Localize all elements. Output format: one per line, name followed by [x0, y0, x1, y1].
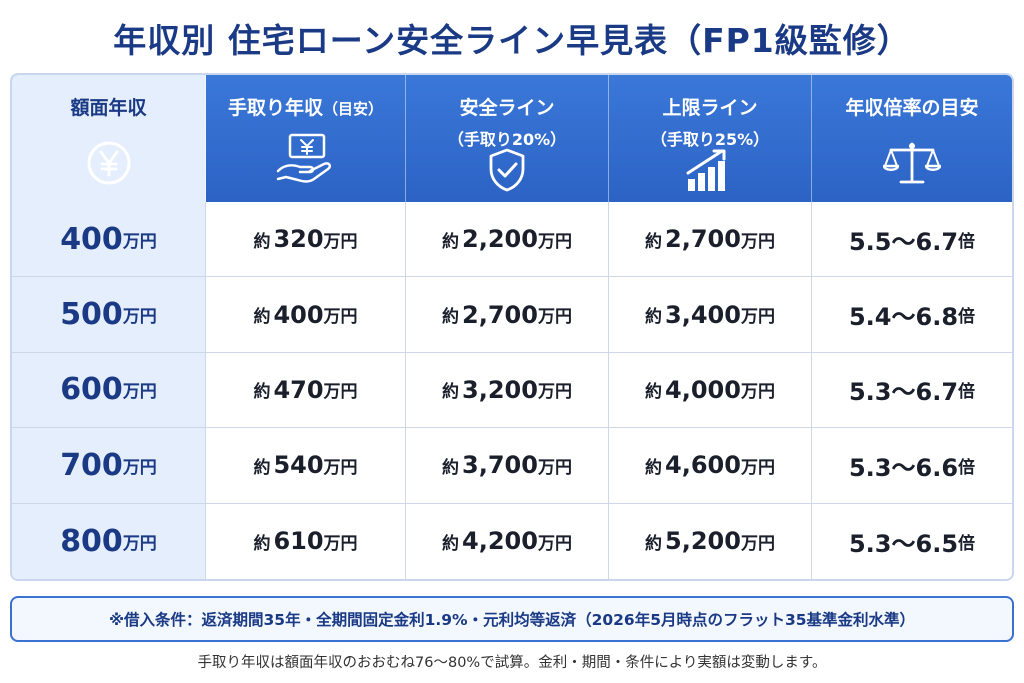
shield-check-icon	[489, 148, 525, 192]
ratio-cell: 5.3～6.6 倍	[848, 453, 976, 482]
gross-income-cell: 800 万円	[12, 503, 206, 579]
safe-line-cell: 約 3,200 万円	[406, 352, 609, 428]
gross-income-cell: 700 万円	[12, 428, 206, 503]
takehome-cell: 約 400 万円	[206, 277, 406, 352]
safe-line-cell: 約 4,200 万円	[406, 503, 609, 579]
table-row: 500 万円 約 400 万円 約 2,700 万円 約 3,400 万円 5.4～6.8 倍	[12, 277, 1012, 353]
gross-income-cell: 600 万円	[12, 352, 206, 428]
table-header: 額面年収 手取り年収（目安） 安全ライン （手取り20%） 上限ライン	[12, 75, 1012, 202]
ratio-cell: 5.4～6.8 倍	[848, 303, 976, 332]
yen-circle-icon	[87, 141, 130, 185]
header-gross-income-label: 額面年収	[70, 97, 147, 119]
upper-line-cell: 約 4,000 万円	[609, 352, 812, 428]
header-ratio: 年収倍率の目安	[812, 75, 1012, 202]
gross-income-cell: 400 万円	[12, 202, 206, 277]
page-title: 年収別 住宅ローン安全ライン早見表（FP1級監修）	[113, 21, 911, 60]
ratio-cell: 5.5～6.7 倍	[848, 227, 976, 256]
upper-line-cell: 約 2,700 万円	[609, 202, 812, 277]
loan-conditions-note: ※借入条件：返済期間35年・全期間固定金利1.9%・元利均等返済（2026年5月…	[10, 596, 1014, 642]
takehome-cell: 約 470 万円	[206, 352, 406, 428]
takehome-cell: 約 610 万円	[206, 503, 406, 579]
takehome-cell: 約 540 万円	[206, 428, 406, 503]
takehome-cell: 約 320 万円	[206, 202, 406, 277]
upper-line-cell: 約 3,400 万円	[609, 277, 812, 352]
header-gross-income: 額面年収	[12, 75, 206, 202]
gross-income-cell: 500 万円	[12, 277, 206, 352]
header-safe-line-label: 安全ライン	[459, 97, 555, 119]
table-body: 400 万円 約 320 万円 約 2,200 万円 約 2,700 万円 5.5～6.7 倍 …	[12, 202, 1012, 579]
money-hand-icon	[276, 133, 331, 183]
footer-disclaimer: 手取り年収は額面年収のおおむね76～80%で試算。金利・期間・条件により実額は変…	[197, 655, 827, 671]
safe-line-cell: 約 2,200 万円	[406, 202, 609, 277]
table-row: 400 万円 約 320 万円 約 2,200 万円 約 2,700 万円 5.5～6.7 倍	[12, 202, 1012, 278]
bar-growth-icon	[686, 149, 726, 191]
header-upper-line-note: （手取り25%）	[650, 130, 770, 149]
header-takehome-label: 手取り年収	[227, 97, 323, 119]
upper-line-cell: 約 5,200 万円	[609, 503, 812, 579]
safe-line-cell: 約 3,700 万円	[406, 428, 609, 503]
ratio-cell: 5.3～6.5 倍	[848, 529, 976, 558]
ratio-cell: 5.3～6.7 倍	[848, 378, 976, 407]
header-upper-line-label: 上限ライン	[662, 97, 758, 119]
header-safe-line-note: （手取り20%）	[447, 130, 567, 149]
table-row: 800 万円 約 610 万円 約 4,200 万円 約 5,200 万円 5.3～6.5 倍	[12, 503, 1012, 579]
table-row: 600 万円 約 470 万円 約 3,200 万円 約 4,000 万円 5.3～6.7 倍	[12, 352, 1012, 429]
table-row: 700 万円 約 540 万円 約 3,700 万円 約 4,600 万円 5.3～6.6 倍	[12, 428, 1012, 504]
upper-line-cell: 約 4,600 万円	[609, 428, 812, 503]
loan-table: 額面年収 手取り年収（目安） 安全ライン （手取り20%） 上限ライン	[10, 73, 1014, 581]
header-takehome-note: （目安）	[323, 100, 384, 118]
header-takehome: 手取り年収（目安）	[206, 75, 406, 202]
safe-line-cell: 約 2,700 万円	[406, 277, 609, 352]
balance-scale-icon	[883, 142, 941, 184]
header-upper-line: 上限ライン （手取り25%）	[609, 75, 812, 202]
header-ratio-label: 年収倍率の目安	[845, 97, 979, 119]
header-safe-line: 安全ライン （手取り20%）	[406, 75, 609, 202]
